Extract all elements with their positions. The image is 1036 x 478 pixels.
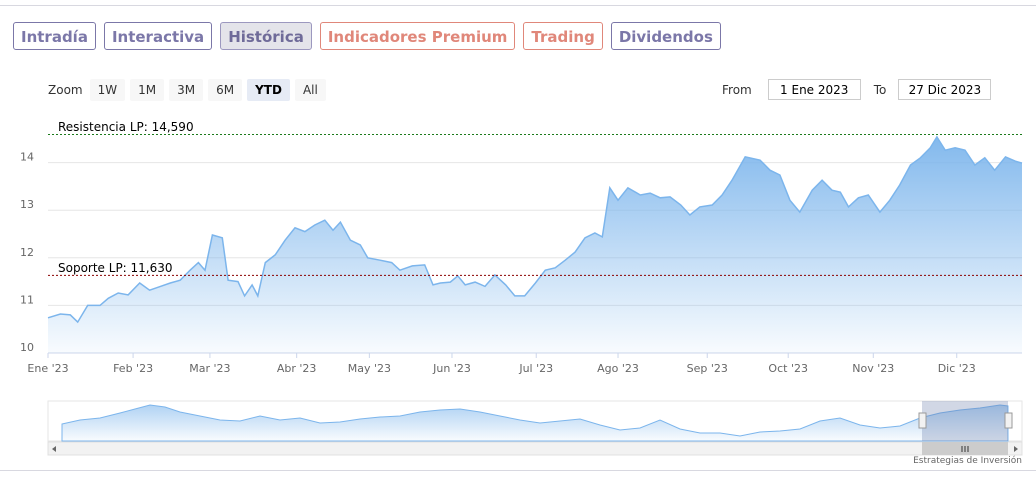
y-tick-label: 12 bbox=[20, 246, 34, 259]
y-tick-label: 13 bbox=[20, 198, 34, 211]
tab-bar: Intradía Interactiva Histórica Indicadores … bbox=[13, 22, 721, 50]
x-tick-label: Nov '23 bbox=[852, 362, 894, 375]
x-tick-label: May '23 bbox=[348, 362, 391, 375]
scrollbar-grip bbox=[961, 446, 969, 452]
to-label: To bbox=[873, 82, 887, 97]
navigator-series bbox=[61, 404, 1009, 442]
x-tick-label: Mar '23 bbox=[189, 362, 230, 375]
tab[interactable]: Indicadores Premium bbox=[319, 22, 516, 50]
zoom-bar: Zoom 1W 1M 3M 6M YTD All bbox=[48, 79, 326, 101]
x-tick-label: Oct '23 bbox=[768, 362, 808, 375]
tab[interactable]: Dividendos bbox=[610, 22, 721, 50]
price-line bbox=[47, 135, 1023, 324]
from-input[interactable]: 1 Ene 2023 bbox=[767, 79, 861, 100]
navigator-handle[interactable] bbox=[1004, 412, 1013, 429]
x-tick-label: Feb '23 bbox=[113, 362, 153, 375]
scrollbar[interactable] bbox=[47, 441, 1023, 456]
navigator-handle[interactable] bbox=[918, 412, 927, 429]
x-tick-label: Jul '23 bbox=[518, 362, 553, 375]
to-input[interactable]: 27 Dic 2023 bbox=[898, 79, 992, 100]
zoom-button[interactable]: All bbox=[294, 79, 326, 101]
zoom-label: Zoom bbox=[48, 83, 83, 97]
x-tick-label: Abr '23 bbox=[277, 362, 317, 375]
plot-line-label: Resistencia LP: 14,590 bbox=[58, 120, 194, 134]
y-tick-label: 14 bbox=[20, 151, 34, 164]
divider bbox=[0, 470, 1036, 471]
navigator-mask[interactable] bbox=[922, 401, 1008, 441]
x-tick-label: Sep '23 bbox=[687, 362, 728, 375]
zoom-button[interactable]: 6M bbox=[208, 79, 243, 101]
zoom-button[interactable]: 1W bbox=[89, 79, 126, 101]
tab[interactable]: Histórica bbox=[220, 22, 312, 50]
x-tick-label: Dic '23 bbox=[938, 362, 976, 375]
zoom-button[interactable]: 1M bbox=[130, 79, 165, 101]
y-tick-label: 10 bbox=[20, 341, 34, 354]
x-tick-label: Ene '23 bbox=[27, 362, 68, 375]
divider bbox=[0, 5, 1036, 6]
x-tick-label: Ago '23 bbox=[597, 362, 639, 375]
y-tick-label: 11 bbox=[20, 293, 34, 306]
x-tick-label: Jun '23 bbox=[432, 362, 471, 375]
zoom-button[interactable]: 3M bbox=[169, 79, 204, 101]
tab[interactable]: Trading bbox=[523, 22, 603, 50]
zoom-button[interactable]: YTD bbox=[247, 79, 290, 101]
area-fill bbox=[48, 136, 1022, 353]
tab[interactable]: Intradía bbox=[13, 22, 96, 50]
plot-line-label: Soporte LP: 11,630 bbox=[58, 261, 173, 275]
tab[interactable]: Interactiva bbox=[103, 22, 213, 50]
from-label: From bbox=[722, 82, 752, 97]
range-from: From 1 Ene 2023 To 27 Dic 2023 bbox=[722, 79, 992, 100]
credits: Estrategias de Inversión bbox=[913, 455, 1022, 466]
